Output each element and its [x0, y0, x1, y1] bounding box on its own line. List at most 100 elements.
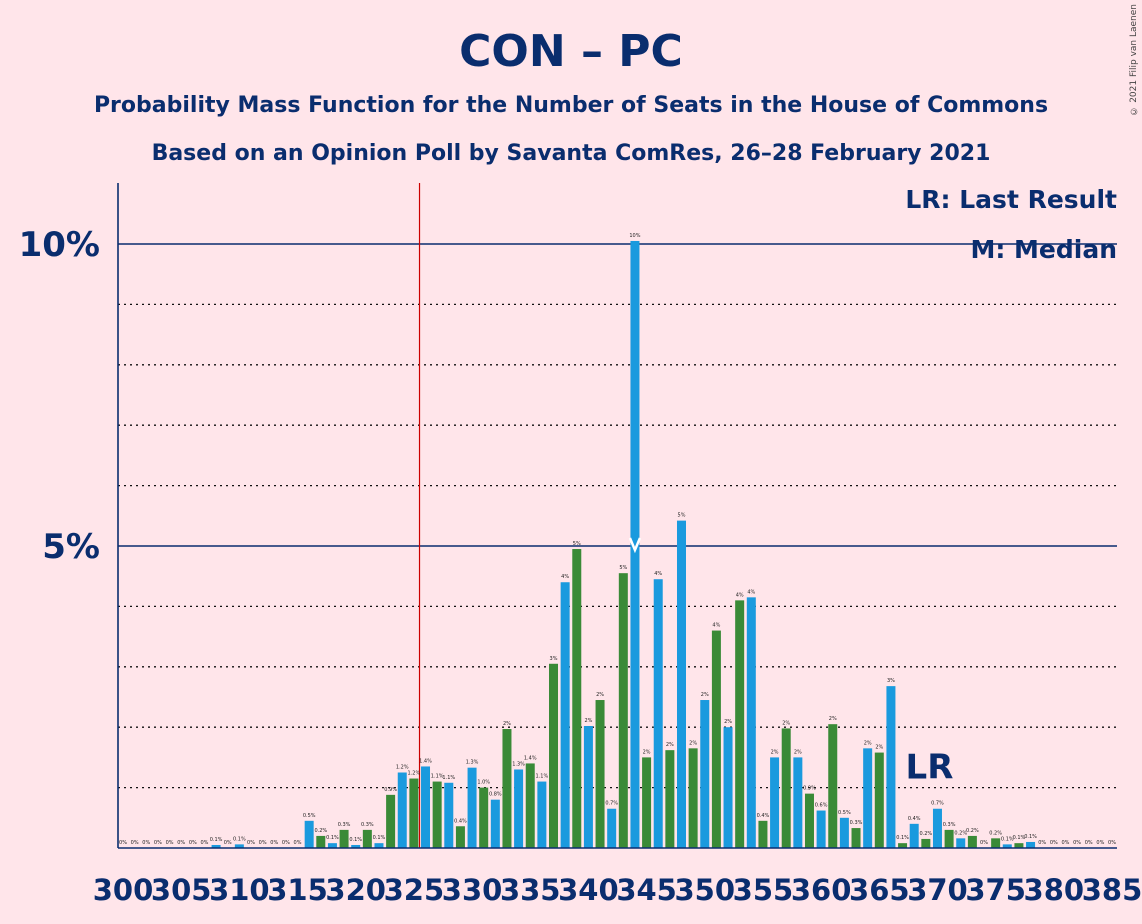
gridlines	[118, 183, 1117, 848]
last-result-marker: LR	[906, 748, 954, 788]
bar-label-325: 1.2%	[408, 771, 421, 777]
bar-333	[502, 729, 512, 848]
bar-label-376: 0.1%	[1001, 836, 1014, 842]
bar-label-320: 0.1%	[349, 837, 362, 843]
bar-label-380: 0%	[1050, 840, 1058, 846]
bar-label-365: 2%	[875, 745, 883, 751]
x-tick-label: 300	[93, 873, 154, 907]
y-axis: 5% 10%	[19, 183, 119, 848]
bar-316	[304, 820, 314, 848]
bar-label-338: 4%	[561, 574, 569, 580]
bar-329	[455, 826, 465, 848]
bar-label-336: 1.1%	[536, 774, 549, 780]
bar-label-377: 0.1%	[1013, 835, 1026, 841]
bar-label-356: 2%	[771, 749, 779, 755]
bar-label-341: 2%	[596, 692, 604, 698]
bar-label-375: 0.2%	[989, 830, 1002, 836]
bar-351	[711, 630, 721, 848]
x-tick-label: 335	[500, 873, 561, 907]
bar-label-323: 0.9%	[384, 787, 397, 793]
bar-327	[432, 781, 442, 848]
bar-label-313: 0%	[270, 840, 278, 846]
bar-326	[421, 766, 431, 848]
bar-label-344: 10%	[629, 233, 640, 239]
bar-343	[618, 573, 628, 848]
bar-325	[409, 778, 419, 848]
bar-label-324: 1.2%	[396, 765, 409, 771]
bar-319	[339, 829, 349, 848]
bar-label-370: 0.7%	[931, 801, 944, 807]
x-tick-label: 365	[849, 873, 910, 907]
bar-label-360: 0.6%	[815, 803, 828, 809]
bar-323	[386, 794, 396, 848]
bar-label-347: 2%	[666, 742, 674, 748]
bar-label-308: 0.1%	[210, 837, 223, 843]
bar-label-321: 0.3%	[361, 822, 374, 828]
bar-341	[595, 700, 605, 848]
bar-label-334: 1.3%	[512, 761, 525, 767]
bar-label-304: 0%	[166, 840, 174, 846]
bar-label-385: 0%	[1108, 840, 1116, 846]
x-tick-label: 380	[1024, 873, 1085, 907]
bar-label-314: 0%	[282, 840, 290, 846]
bar-355	[758, 820, 768, 848]
legend-last-result: LR: Last Result	[905, 185, 1117, 214]
bar-label-381: 0%	[1061, 840, 1069, 846]
bar-345	[642, 757, 652, 848]
bar-363	[851, 828, 861, 848]
bar-353	[735, 600, 745, 848]
bar-label-331: 1.0%	[477, 780, 490, 786]
bar-362	[839, 817, 849, 848]
x-tick-label: 330	[442, 873, 503, 907]
bar-label-374: 0%	[980, 840, 988, 846]
x-tick-label: 360	[791, 873, 852, 907]
bar-372	[956, 838, 966, 848]
bar-348	[676, 520, 686, 848]
bar-356	[770, 757, 780, 848]
bar-371	[944, 829, 954, 848]
bars	[211, 240, 1036, 849]
bar-370	[932, 808, 942, 848]
bar-labels: 0% 0% 0% 0% 0% 0% 0% 0%0.1%0%0.1%0% 0% 0% 0% 0%0.5%…	[119, 233, 1116, 846]
bar-label-311: 0%	[247, 840, 255, 846]
bar-376	[1002, 844, 1012, 848]
bar-label-316: 0.5%	[303, 813, 316, 819]
bar-335	[525, 763, 535, 848]
bar-label-306: 0%	[189, 840, 197, 846]
bar-label-343: 5%	[619, 565, 627, 571]
bar-330	[467, 767, 477, 848]
x-tick-label: 305	[151, 873, 212, 907]
chart-subtitle: Probability Mass Function for the Number…	[94, 93, 1048, 118]
bar-322	[374, 843, 384, 848]
bar-369	[921, 838, 931, 848]
bar-label-346: 4%	[654, 571, 662, 577]
bar-label-302: 0%	[142, 840, 150, 846]
bar-label-362: 0.5%	[838, 810, 851, 816]
bar-354	[746, 597, 756, 848]
bar-360	[816, 810, 826, 848]
bar-label-363: 0.3%	[850, 820, 863, 826]
bar-label-350: 2%	[701, 692, 709, 698]
bar-label-326: 1.4%	[419, 758, 432, 764]
bar-label-329: 0.4%	[454, 818, 467, 824]
bar-346	[653, 579, 663, 848]
bar-label-357: 2%	[782, 720, 790, 726]
x-tick-label: 310	[209, 873, 270, 907]
bar-label-335: 1.4%	[524, 755, 537, 761]
x-tick-label: 345	[616, 873, 677, 907]
chart-source: Based on an Opinion Poll by Savanta ComR…	[152, 141, 991, 166]
bar-334	[514, 769, 524, 848]
bar-label-307: 0%	[200, 840, 208, 846]
bar-label-300: 0%	[119, 840, 127, 846]
bar-label-305: 0%	[177, 840, 185, 846]
bar-label-333: 2%	[503, 721, 511, 727]
bar-label-309: 0%	[224, 840, 232, 846]
bar-377	[1014, 843, 1024, 848]
y-tick-label: 5%	[42, 527, 100, 567]
bar-label-349: 2%	[689, 740, 697, 746]
x-tick-label: 355	[733, 873, 794, 907]
bar-378	[1026, 841, 1036, 848]
bar-342	[607, 808, 617, 848]
bar-label-366: 3%	[887, 678, 895, 684]
